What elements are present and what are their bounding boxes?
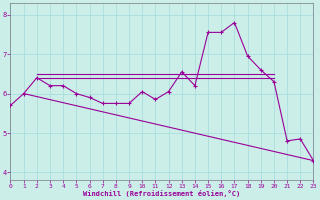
X-axis label: Windchill (Refroidissement éolien,°C): Windchill (Refroidissement éolien,°C) — [84, 190, 241, 197]
